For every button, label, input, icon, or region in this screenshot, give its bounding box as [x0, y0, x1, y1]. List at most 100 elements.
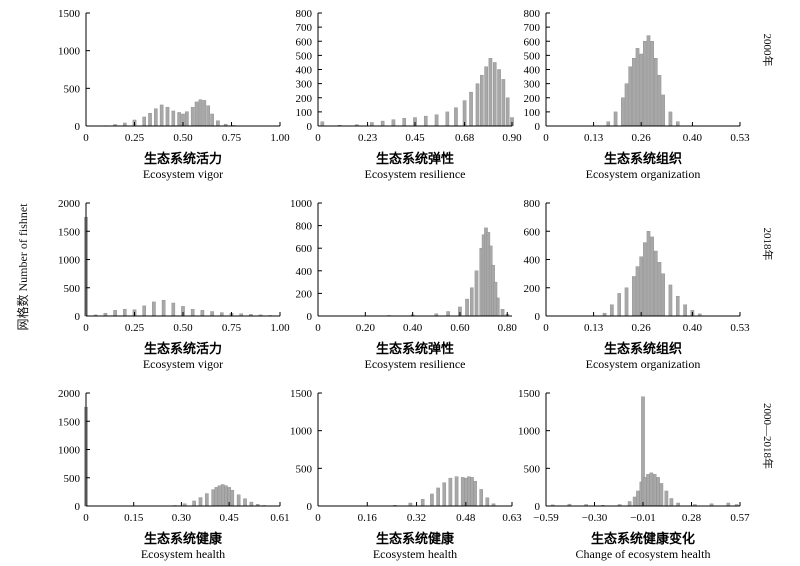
x-tick-label: 0.48 — [456, 512, 476, 524]
y-tick-label: 600 — [524, 36, 541, 48]
x-axis-label-zh: 生态系统弹性 — [376, 341, 454, 357]
x-axis-label-zh: 生态系统健康 — [144, 531, 223, 547]
histogram-bar — [207, 106, 210, 126]
y-tick-label: 800 — [296, 8, 313, 20]
histogram-bar — [683, 305, 686, 316]
histogram-bar — [665, 491, 668, 506]
histogram-bar — [502, 79, 505, 126]
histogram-bar — [654, 251, 657, 316]
histogram-bar — [676, 296, 679, 316]
x-tick-label: 0.13 — [584, 132, 604, 144]
x-tick-label: 0.53 — [730, 322, 750, 334]
histogram-bar — [670, 498, 673, 506]
histogram-bar — [201, 310, 204, 316]
x-tick-label: 0 — [83, 512, 89, 524]
histogram-bar — [152, 302, 155, 316]
x-axis-label-zh: 生态系统组织 — [604, 151, 682, 167]
histogram-bar — [632, 58, 635, 126]
x-axis-label-zh: 生态系统组织 — [604, 341, 682, 357]
y-tick-label: 300 — [296, 79, 313, 91]
histogram-bar — [215, 487, 218, 506]
x-tick-label: 0.75 — [222, 132, 242, 144]
histogram-bar — [148, 113, 151, 126]
histogram-bar — [501, 309, 504, 316]
histogram-bar — [243, 499, 246, 506]
y-tick-label: 1500 — [58, 416, 81, 428]
histogram-bar — [629, 67, 632, 126]
x-tick-label: 0 — [83, 322, 89, 334]
histogram-bar — [651, 41, 654, 126]
histogram-bar — [455, 477, 458, 506]
histogram-bar — [185, 112, 188, 126]
x-tick-label: 0.60 — [450, 322, 470, 334]
histogram-bar — [607, 122, 610, 126]
histogram-bar — [435, 115, 438, 126]
x-axis-label-zh: 生态系统健康变化 — [591, 531, 695, 547]
y-tick-label: 800 — [524, 198, 541, 210]
histogram-bar — [446, 112, 449, 126]
histogram-bar — [669, 285, 672, 316]
histogram-bar — [203, 100, 206, 126]
histogram-bar — [489, 58, 492, 126]
x-tick-label: 0.26 — [632, 322, 652, 334]
histogram-bar — [424, 116, 427, 126]
y-tick-label: 700 — [524, 22, 541, 34]
y-tick-label: 400 — [524, 65, 541, 77]
y-tick-label: 300 — [524, 79, 541, 91]
histogram-bar — [195, 102, 198, 126]
x-tick-label: −0.59 — [533, 512, 559, 524]
x-tick-label: 1.00 — [270, 322, 290, 334]
y-tick-label: 1500 — [58, 8, 81, 20]
x-tick-label: 0 — [315, 512, 321, 524]
histogram-bar — [220, 313, 223, 316]
histogram-bar — [669, 112, 672, 126]
x-tick-label: 0.53 — [730, 132, 750, 144]
histogram-bar — [218, 486, 221, 506]
y-tick-label: 500 — [64, 283, 81, 295]
x-axis-label-en: Ecosystem organization — [586, 167, 701, 181]
histogram-bar — [647, 231, 650, 316]
x-tick-label: 0.90 — [502, 132, 522, 144]
histogram-bar — [216, 121, 219, 126]
y-tick-label: 1000 — [58, 445, 81, 457]
histogram-bar — [636, 267, 639, 316]
x-tick-label: 0 — [543, 322, 549, 334]
y-tick-label: 500 — [64, 83, 81, 95]
histogram-bar — [454, 108, 457, 126]
histogram-bar — [614, 112, 617, 126]
y-tick-label: 800 — [296, 221, 313, 233]
histogram-bar — [370, 122, 373, 126]
histogram-bar — [430, 494, 433, 506]
histogram-bar — [172, 303, 175, 316]
x-tick-label: 0.63 — [502, 512, 522, 524]
x-tick-label: 0.15 — [124, 512, 144, 524]
histogram-bar — [231, 490, 234, 506]
histogram-bar — [166, 107, 169, 126]
x-tick-label: 0.23 — [358, 132, 378, 144]
histogram-bar — [480, 75, 483, 126]
x-axis-label-en: Ecosystem health — [373, 547, 457, 561]
histogram-bar — [662, 95, 665, 126]
histogram-bar — [162, 300, 165, 316]
histogram-bar — [123, 309, 126, 316]
x-tick-label: 0.40 — [683, 322, 703, 334]
histogram-bar — [237, 495, 240, 506]
y-tick-label: 100 — [524, 107, 541, 119]
y-tick-label: 100 — [296, 107, 313, 119]
y-tick-label: 400 — [296, 65, 313, 77]
histogram-bar — [610, 305, 613, 316]
y-tick-label: 0 — [307, 121, 313, 133]
x-tick-label: −0.30 — [582, 512, 608, 524]
y-tick-label: 200 — [296, 288, 313, 300]
x-tick-label: 0.13 — [584, 322, 604, 334]
histogram-bar — [643, 41, 646, 126]
histogram-bar — [160, 105, 163, 126]
row-label-2000: 2000年 — [760, 0, 776, 110]
histogram-bar — [392, 120, 395, 126]
y-tick-label: 600 — [524, 226, 541, 238]
y-tick-label: 400 — [296, 266, 313, 278]
x-tick-label: 0.26 — [632, 132, 652, 144]
